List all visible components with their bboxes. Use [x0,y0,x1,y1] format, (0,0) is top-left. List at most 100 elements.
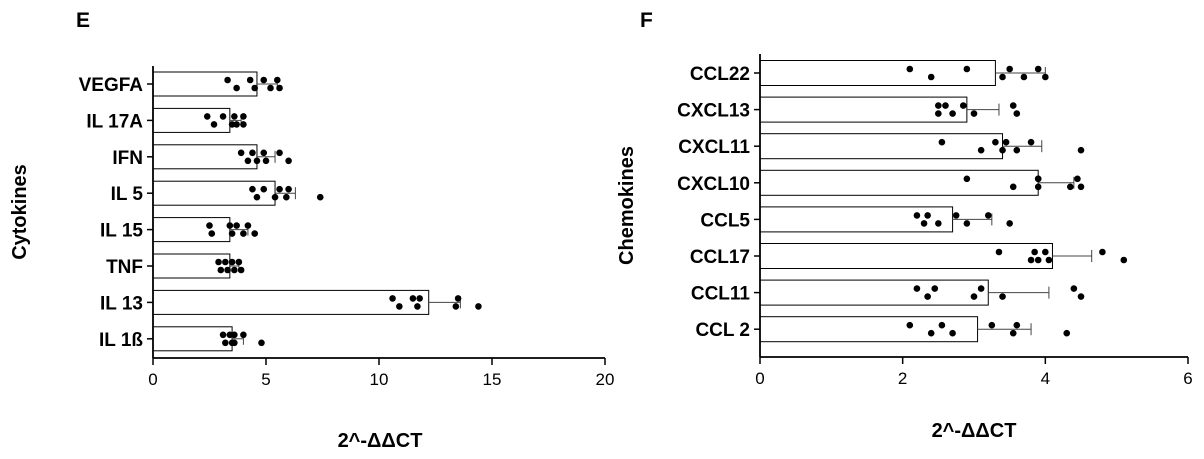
chemokines-x-tick-label-0: 0 [755,369,764,388]
chemokines-point-3-0 [963,175,971,183]
chemokines-point-6-4 [977,285,985,292]
chemokines-point-2-1 [977,146,985,154]
cytokines-bar-7 [152,326,233,352]
chemokines-point-3-4 [1034,175,1042,183]
chemokines-point-2-0 [938,138,946,146]
chemokines-category-label-4: CCL5 [700,210,750,231]
chemokines-point-4-4 [952,212,960,219]
cytokines-bar-6 [152,289,430,315]
cytokines-category-label-2: IFN [112,148,143,169]
cytokines-category-label-7: IL 1ß [99,330,143,351]
chemokines-point-0-6 [1034,65,1042,73]
cytokines-point-1-2 [219,113,227,120]
cytokines-point-6-3 [414,303,421,310]
cytokines-point-5-7 [237,266,245,274]
chemokines-point-5-2 [1031,248,1038,256]
cytokines-x-tick-label-1: 5 [261,370,270,389]
chemokines-point-1-6 [1009,102,1017,109]
cytokines-point-0-3 [251,84,258,92]
cytokines-category-label-1: IL 17A [86,111,143,132]
cytokines-point-3-6 [285,185,292,193]
cytokines-point-2-7 [285,157,292,165]
cytokines-point-5-1 [217,266,225,274]
chemokines-point-7-0 [906,321,914,329]
chemokines-point-1-3 [949,110,956,117]
chemokines-error-bar-6 [988,286,1050,299]
chemokines-point-6-5 [999,293,1006,300]
cytokines-point-0-6 [274,76,281,84]
cytokines-x-axis-title: 2^-ΔΔCT [338,430,423,452]
chemokines-point-0-5 [1020,73,1028,81]
cytokines-point-1-3 [228,121,236,128]
chemokines-error-bar-3 [1038,176,1075,189]
cytokines-bar-5 [152,253,231,279]
chemokines-point-5-5 [1045,256,1053,264]
cytokines-point-4-2 [226,222,234,229]
chemokines-error-bar-7 [977,323,1032,336]
cytokines-error-bar-2 [256,150,276,163]
chemokines-bar-1 [759,96,968,123]
chemokines-y-axis-title: Chemokines [616,146,638,265]
chemokines-point-6-6 [1070,285,1078,292]
cytokines-point-0-2 [246,76,254,84]
cytokines-x-tick-label-0: 0 [148,370,157,389]
cytokines-category-label-0: VEGFA [79,75,144,96]
chemokines-point-0-3 [999,73,1006,81]
chemokines-point-4-1 [920,220,928,227]
cytokines-point-5-5 [231,266,238,274]
cytokines-point-0-1 [233,84,240,92]
chemokines-bar-6 [759,279,989,306]
panel-letter-e: E [76,9,90,32]
cytokines-point-0-4 [260,76,268,84]
cytokines-point-5-2 [222,258,229,266]
chemokines-point-2-6 [1027,138,1035,146]
chemokines-category-label-6: CCL11 [691,284,751,305]
cytokines-point-3-4 [276,185,283,193]
chemokines-chart: CCL22 CXCL13 CXCL11 CXCL10 CCL5 CCL17 CCL11 CCL… [616,54,1193,442]
chemokines-bar-7 [759,316,979,343]
cytokines-point-1-4 [231,113,238,120]
cytokines-point-4-5 [240,230,247,237]
chemokines-point-2-4 [1002,138,1010,146]
cytokines-bar-4 [152,217,231,243]
chemokines-point-2-3 [999,146,1006,154]
chemokines-bar-5 [759,243,1053,269]
chemokines-point-3-3 [1034,183,1042,191]
chemokines-point-1-7 [1013,110,1021,117]
cytokines-point-7-5 [231,339,238,347]
cytokines-point-6-5 [452,303,460,310]
chemokines-point-1-4 [960,102,967,109]
cytokines-error-bar-3 [275,187,296,200]
cytokines-point-1-0 [203,113,211,120]
cytokines-point-0-5 [267,84,274,92]
cytokines-point-6-0 [389,295,396,302]
cytokines-point-7-7 [258,339,265,347]
chemokines-point-1-1 [935,110,942,117]
chemokines-point-1-0 [935,102,942,109]
chemokines-point-5-6 [1099,248,1106,256]
chemokines-point-2-2 [992,138,999,146]
cytokines-point-2-0 [237,149,245,157]
cytokines-category-label-4: IL 15 [100,221,143,242]
cytokines-point-2-3 [253,157,261,165]
chemokines-point-4-7 [1006,220,1013,227]
cytokines-point-3-2 [260,185,268,193]
chemokines-point-7-1 [927,329,935,337]
chemokines-category-label-7: CCL 2 [695,320,750,341]
cytokines-point-1-6 [240,113,247,120]
cytokines-point-2-4 [260,149,268,157]
cytokines-category-label-5: TNF [106,257,143,278]
cytokines-point-1-7 [240,121,247,128]
chemokines-x-tick-label-2: 4 [1041,369,1050,388]
cytokines-point-1-5 [233,121,240,128]
chemokines-x-axis-title: 2^-ΔΔCT [932,420,1017,442]
cytokines-point-4-6 [244,222,252,229]
cytokines-point-4-7 [251,230,258,237]
chemokines-error-bar-2 [1002,140,1043,153]
chemokines-point-5-7 [1120,256,1128,264]
cytokines-point-4-1 [208,230,216,237]
chemokines-category-label-0: CCL22 [690,64,750,85]
chemokines-point-4-0 [913,212,921,219]
chemokines-point-7-5 [1009,329,1017,337]
chemokines-error-bar-5 [1052,250,1093,262]
